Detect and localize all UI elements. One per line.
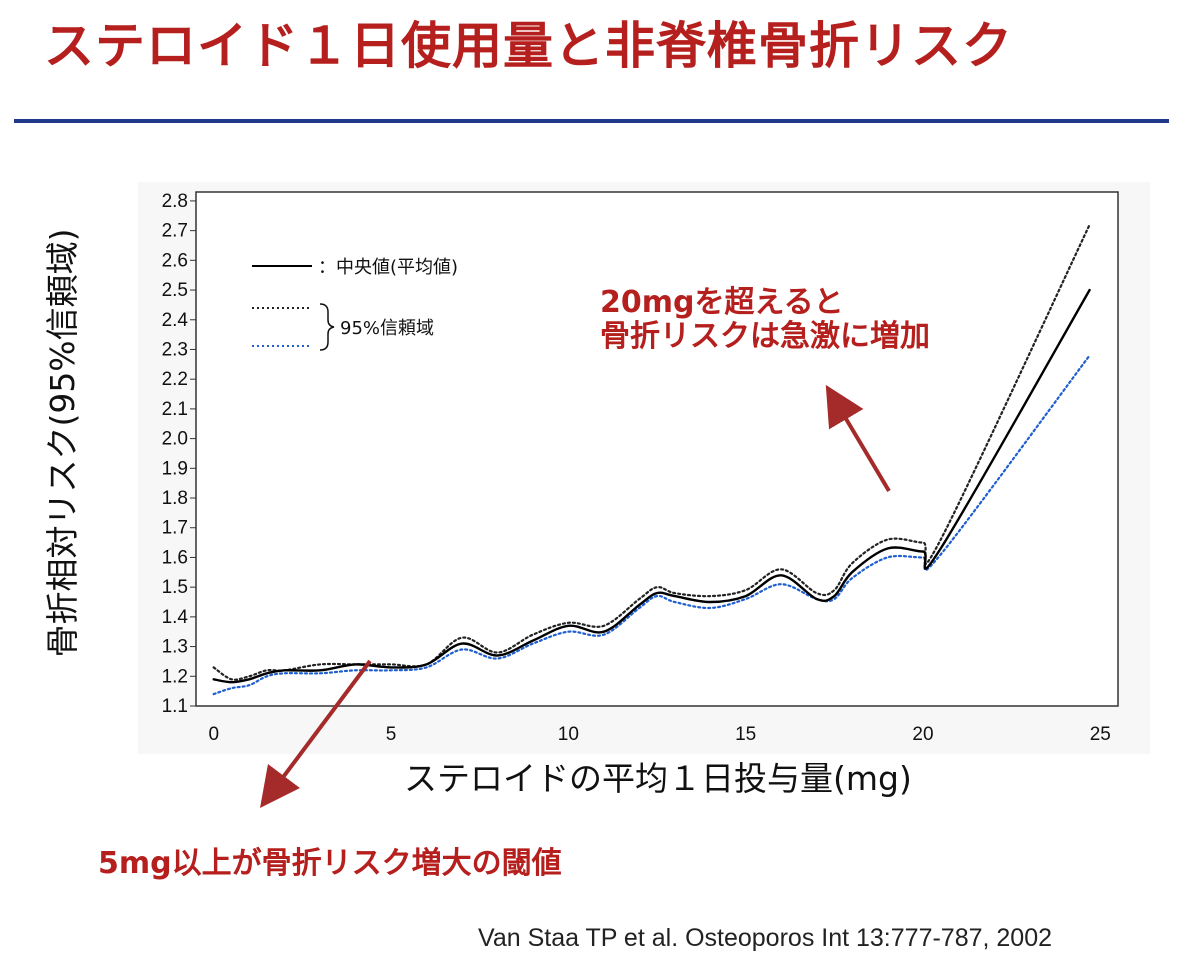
legend: ：中央値(平均値) 95%信頼域 <box>252 257 458 351</box>
arrow-threshold <box>260 659 372 809</box>
y-tick-label: 1.6 <box>162 547 188 568</box>
y-axis-label: 骨折相対リスク(95%信頼域) <box>43 228 82 658</box>
series-upper-line <box>212 223 1091 681</box>
y-tick-label: 2.3 <box>162 339 188 360</box>
y-tick-label: 1.5 <box>162 577 188 598</box>
y-axis: 1.1 1.2 1.3 1.4 1.5 1.6 1.7 1.8 1.9 2.0 2.1 2.2 2.3 2… <box>162 191 196 717</box>
annotation-rapid-increase-line2: 骨折リスクは急激に増加 <box>600 319 930 354</box>
x-axis-label: ステロイドの平均１日投与量(mg) <box>404 759 912 798</box>
x-tick-label: 10 <box>558 724 579 745</box>
y-tick-label: 1.9 <box>162 458 188 479</box>
annotation-threshold: 5mg以上が骨折リスク増大の閾値 <box>98 846 562 881</box>
slide-title: ステロイド１日使用量と非脊椎骨折リスク <box>44 17 1013 75</box>
y-tick-label: 2.1 <box>162 399 188 420</box>
citation: Van Staa TP et al. Osteoporos Int 13:777… <box>478 924 1053 952</box>
series-median-line <box>212 288 1091 684</box>
y-tick-label: 2.2 <box>162 369 188 390</box>
y-tick-label: 2.8 <box>162 191 188 212</box>
annotation-rapid-increase: 20mgを超えると 骨折リスクは急激に増加 <box>600 286 930 354</box>
y-tick-label: 1.4 <box>162 607 189 628</box>
y-tick-label: 2.4 <box>162 310 189 331</box>
y-tick-label: 1.8 <box>162 488 188 509</box>
y-tick-label: 1.2 <box>162 666 188 687</box>
y-tick-label: 1.3 <box>162 637 188 658</box>
annotation-rapid-increase-line1: 20mgを超えると <box>600 285 844 320</box>
y-tick-label: 2.0 <box>162 429 188 450</box>
y-tick-label: 1.7 <box>162 518 188 539</box>
x-tick-label: 5 <box>386 724 397 745</box>
y-tick-label: 2.6 <box>162 250 188 271</box>
x-tick-label: 15 <box>735 724 756 745</box>
series-layer <box>212 223 1091 696</box>
legend-ci-label: 95%信頼域 <box>340 318 434 339</box>
x-tick-label: 0 <box>208 724 219 745</box>
y-tick-label: 2.5 <box>162 280 188 301</box>
legend-median-label: ：中央値(平均値) <box>318 257 458 278</box>
x-tick-label: 25 <box>1090 724 1111 745</box>
y-tick-label: 1.1 <box>162 696 188 717</box>
series-lower-line <box>212 354 1091 696</box>
arrow-rising <box>825 384 891 493</box>
legend-brace <box>319 303 335 351</box>
plot-area <box>195 191 1119 707</box>
x-tick-label: 20 <box>912 724 933 745</box>
y-tick-label: 2.7 <box>162 221 188 242</box>
x-axis: 0 5 10 15 20 25 <box>208 724 1110 745</box>
title-divider <box>14 119 1169 123</box>
